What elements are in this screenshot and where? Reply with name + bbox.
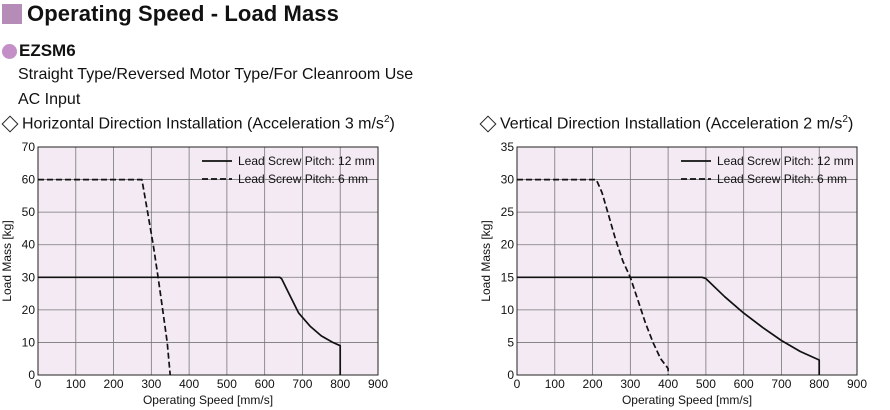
series-line-2 bbox=[38, 178, 172, 376]
description-line-input: AC Input bbox=[18, 91, 81, 108]
legend-label-2: Lead Screw Pitch: 6 mm bbox=[717, 172, 847, 186]
page-title: Operating Speed - Load Mass bbox=[27, 1, 339, 26]
model-name: EZSM6 bbox=[19, 41, 76, 60]
y-tick-label: 0 bbox=[28, 368, 35, 382]
x-tick-label: 200 bbox=[583, 377, 603, 391]
x-tick-label: 0 bbox=[35, 377, 42, 391]
y-axis-label: Load Mass [kg] bbox=[479, 220, 493, 301]
bullet-dot-icon bbox=[2, 43, 17, 59]
plot-area bbox=[38, 147, 378, 375]
model-heading: EZSM6 bbox=[2, 41, 76, 61]
y-tick-label: 30 bbox=[501, 173, 515, 187]
y-tick-label: 20 bbox=[501, 238, 515, 252]
series-line-1 bbox=[38, 276, 342, 375]
y-tick-label: 5 bbox=[507, 335, 514, 349]
x-tick-label: 900 bbox=[847, 377, 867, 391]
x-tick-label: 300 bbox=[141, 377, 161, 391]
x-axis-label: Operating Speed [mm/s] bbox=[622, 393, 752, 407]
y-tick-label: 20 bbox=[22, 303, 36, 317]
x-tick-label: 900 bbox=[368, 377, 388, 391]
x-tick-label: 800 bbox=[330, 377, 350, 391]
x-tick-label: 600 bbox=[255, 377, 275, 391]
legend-label-1: Lead Screw Pitch: 12 mm bbox=[238, 154, 375, 168]
x-tick-label: 800 bbox=[809, 377, 829, 391]
header-square-icon bbox=[2, 4, 22, 24]
x-tick-label: 500 bbox=[217, 377, 237, 391]
y-tick-label: 30 bbox=[22, 270, 36, 284]
y-tick-label: 25 bbox=[501, 205, 515, 219]
y-tick-label: 15 bbox=[501, 270, 515, 284]
section-header: Operating Speed - Load Mass bbox=[2, 1, 339, 27]
x-tick-label: 400 bbox=[658, 377, 678, 391]
y-tick-label: 0 bbox=[507, 368, 514, 382]
description-line-type: Straight Type/Reversed Motor Type/For Cl… bbox=[18, 66, 414, 83]
x-tick-label: 500 bbox=[696, 377, 716, 391]
chart-title-text: Horizontal Direction Installation (Accel… bbox=[22, 114, 395, 133]
x-tick-label: 0 bbox=[514, 377, 521, 391]
y-tick-label: 10 bbox=[501, 303, 515, 317]
y-tick-label: 40 bbox=[22, 238, 36, 252]
y-tick-label: 35 bbox=[501, 140, 515, 154]
plot-frame bbox=[37, 146, 379, 376]
y-tick-label: 60 bbox=[22, 173, 36, 187]
x-tick-label: 700 bbox=[292, 377, 312, 391]
chart-title-text: Vertical Direction Installation (Acceler… bbox=[500, 114, 854, 133]
series-line-2 bbox=[517, 178, 669, 375]
x-tick-label: 600 bbox=[734, 377, 754, 391]
plot-frame bbox=[516, 146, 858, 376]
legend-label-1: Lead Screw Pitch: 12 mm bbox=[717, 154, 854, 168]
chart-title-vertical: Vertical Direction Installation (Acceler… bbox=[478, 114, 853, 133]
x-axis-label: Operating Speed [mm/s] bbox=[143, 393, 273, 407]
x-tick-label: 100 bbox=[66, 377, 86, 391]
y-tick-label: 50 bbox=[22, 205, 36, 219]
x-tick-label: 400 bbox=[179, 377, 199, 391]
legend-label-2: Lead Screw Pitch: 6 mm bbox=[238, 172, 368, 186]
y-tick-label: 10 bbox=[22, 335, 36, 349]
plot-area bbox=[517, 147, 857, 375]
chart-title-horizontal: Horizontal Direction Installation (Accel… bbox=[0, 114, 395, 133]
series-line-1 bbox=[517, 276, 821, 375]
x-tick-label: 200 bbox=[104, 377, 124, 391]
y-axis-label: Load Mass [kg] bbox=[0, 220, 14, 301]
x-tick-label: 700 bbox=[771, 377, 791, 391]
x-tick-label: 100 bbox=[545, 377, 565, 391]
y-tick-label: 70 bbox=[22, 140, 36, 154]
x-tick-label: 300 bbox=[620, 377, 640, 391]
